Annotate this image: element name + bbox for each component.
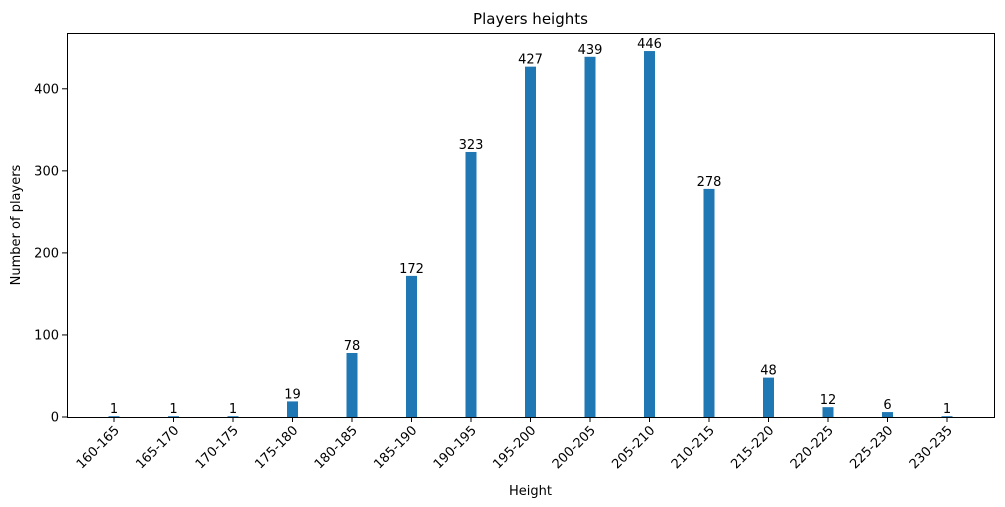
bar-value-label: 78 [344,339,361,354]
bar-200-205 [584,56,596,418]
y-axis-ticks: 0 100 200 300 400 [34,82,67,426]
x-tick-label: 185-190 [371,423,420,472]
bar-value-label: 19 [284,387,301,402]
x-axis-label: Height [509,484,552,499]
bar-205-210 [644,51,655,418]
x-tick-label: 230-235 [907,423,956,472]
bar-value-label: 1 [229,402,237,417]
data-labels-group: 1 1 1 19 78 172 323 427 439 446 278 48 12 6 1 [110,37,951,417]
x-tick-label: 205-210 [609,423,658,472]
y-tick-label: 200 [34,246,59,261]
bar-170-175 [227,416,239,417]
bar-value-label: 1 [169,402,177,417]
x-axis-ticks: 160-165 165-170 170-175 175-180 180-185 185-1… [74,417,956,472]
bar-value-label: 12 [820,393,837,408]
plot-frame [67,33,995,418]
bar-185-190 [406,275,417,417]
bar-195-200 [525,66,536,418]
x-tick-label: 165-170 [133,423,182,472]
y-tick-label: 0 [51,411,59,426]
x-tick-label: 170-175 [193,423,242,472]
bar-215-220 [763,377,774,417]
y-tick-label: 300 [34,164,59,179]
bar-value-label: 439 [578,43,603,58]
y-tick-label: 400 [34,82,59,97]
bar-230-235 [941,416,953,417]
chart-title: Players heights [473,10,588,28]
bar-value-label: 172 [399,262,424,277]
x-tick-label: 220-225 [788,423,837,472]
bar-190-195 [465,151,477,417]
bar-180-185 [346,353,358,417]
x-tick-label: 195-200 [490,423,539,472]
bar-value-label: 278 [697,175,722,190]
bar-210-215 [703,188,715,417]
x-tick-label: 175-180 [252,423,301,472]
x-tick-label: 190-195 [431,423,480,472]
x-tick-label: 200-205 [550,423,599,472]
y-axis-label: Number of players [9,164,24,285]
x-tick-label: 215-220 [728,423,777,472]
bar-value-label: 427 [518,53,543,68]
x-tick-label: 160-165 [74,423,123,472]
y-tick-label: 100 [34,328,59,343]
bar-value-label: 446 [637,37,662,52]
bar-value-label: 1 [110,402,118,417]
x-tick-label: 225-230 [847,423,896,472]
bar-value-label: 1 [943,402,951,417]
bar-220-225 [822,407,834,417]
bar-value-label: 48 [760,364,777,379]
x-tick-label: 180-185 [312,423,361,472]
bar-160-165 [108,416,120,417]
bar-165-170 [168,416,179,417]
bar-175-180 [287,401,298,417]
x-tick-label: 210-215 [669,423,718,472]
bars-group [108,51,953,418]
bar-value-label: 6 [883,398,891,413]
bar-value-label: 323 [459,138,484,153]
bar-225-230 [882,412,893,417]
